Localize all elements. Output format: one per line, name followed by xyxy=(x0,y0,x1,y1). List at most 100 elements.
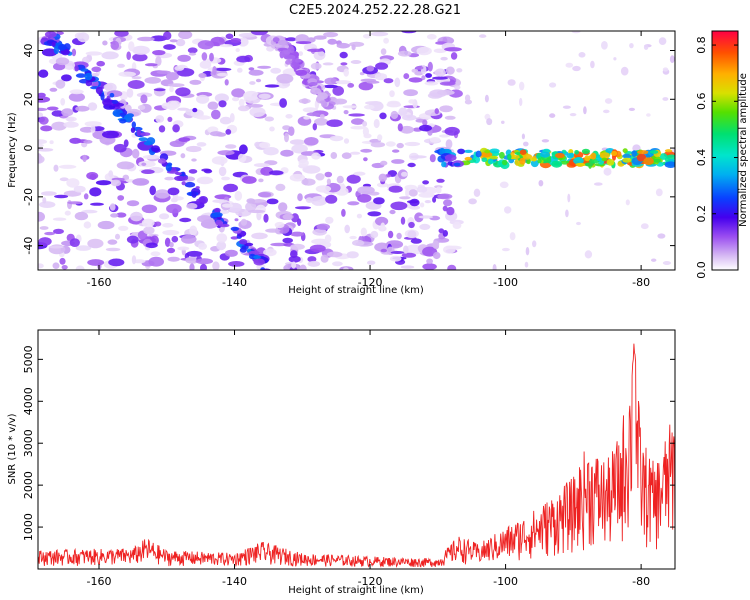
heatmap-blob xyxy=(154,221,162,227)
heatmap-y-tick-label: -20 xyxy=(22,188,35,206)
heatmap-blob xyxy=(136,129,142,137)
heatmap-blob xyxy=(401,31,417,34)
heatmap-blob xyxy=(429,154,436,163)
heatmap-blob xyxy=(197,40,214,50)
heatmap-blob xyxy=(108,258,125,267)
heatmap-blob xyxy=(277,39,288,46)
heatmap-blob xyxy=(83,139,93,144)
heatmap-blob xyxy=(282,82,290,87)
heatmap-blob xyxy=(212,66,217,76)
heatmap-blob xyxy=(524,261,529,268)
heatmap-blob xyxy=(126,235,139,244)
heatmap-blob xyxy=(356,213,362,219)
heatmap-blob xyxy=(130,211,143,222)
heatmap-blob xyxy=(58,164,77,169)
heatmap-blob xyxy=(192,107,198,113)
heatmap-blob xyxy=(444,126,460,136)
heatmap-blob xyxy=(108,170,114,178)
heatmap-blob xyxy=(257,192,272,198)
heatmap-blob xyxy=(332,85,345,96)
heatmap-blob xyxy=(270,242,288,247)
heatmap-blob xyxy=(169,100,181,109)
heatmap-blob xyxy=(186,203,198,210)
heatmap-blob xyxy=(91,66,102,73)
heatmap-blob xyxy=(232,96,240,102)
heatmap-y-tick-label: 20 xyxy=(22,92,35,106)
heatmap-blob xyxy=(163,44,176,50)
heatmap-blob xyxy=(116,161,135,170)
heatmap-blob xyxy=(282,237,294,244)
heatmap-blob xyxy=(77,32,90,43)
heatmap-blob xyxy=(349,41,365,47)
heatmap-blob xyxy=(662,67,669,72)
heatmap-blob xyxy=(390,110,399,120)
heatmap-blob xyxy=(307,48,325,52)
heatmap-blob xyxy=(349,151,361,155)
heatmap-blob xyxy=(606,158,615,166)
heatmap-blob xyxy=(297,193,303,202)
heatmap-panel: -160 -140 -120 -100 -80 -40 -20 0 20 40 Height of… xyxy=(7,30,676,296)
heatmap-blob xyxy=(225,144,237,149)
heatmap-blob xyxy=(322,62,334,66)
heatmap-blob xyxy=(643,44,649,50)
heatmap-blob xyxy=(447,264,457,270)
heatmap-blob xyxy=(201,52,208,61)
heatmap-blob xyxy=(38,69,49,78)
snr-series-line xyxy=(38,343,675,568)
heatmap-blob xyxy=(150,35,167,42)
heatmap-blob xyxy=(161,102,172,110)
heatmap-blob xyxy=(572,65,581,72)
heatmap-blob xyxy=(662,97,669,101)
heatmap-blob xyxy=(87,102,98,111)
heatmap-blob xyxy=(357,186,375,195)
heatmap-blob xyxy=(211,156,228,165)
heatmap-blob xyxy=(662,261,672,265)
heatmap-blob xyxy=(133,126,143,132)
heatmap-blob xyxy=(75,265,85,270)
heatmap-blob xyxy=(613,57,617,61)
heatmap-blob xyxy=(290,61,300,69)
heatmap-blob xyxy=(51,110,64,117)
heatmap-blob xyxy=(439,81,456,86)
heatmap-blob xyxy=(231,88,246,98)
heatmap-blob xyxy=(463,149,473,153)
heatmap-blob xyxy=(625,199,630,206)
heatmap-blob xyxy=(279,98,287,108)
heatmap-blob xyxy=(419,124,432,132)
heatmap-blob xyxy=(177,54,191,62)
heatmap-blob xyxy=(107,239,118,245)
heatmap-blob xyxy=(110,213,119,218)
heatmap-blob xyxy=(116,212,127,218)
heatmap-blob xyxy=(38,143,44,148)
heatmap-blob xyxy=(229,113,235,123)
heatmap-blob xyxy=(329,135,344,142)
heatmap-blob xyxy=(152,50,166,56)
heatmap-blob xyxy=(123,139,129,148)
heatmap-blob xyxy=(295,41,312,45)
heatmap-blob xyxy=(69,137,82,144)
heatmap-blob xyxy=(332,261,343,267)
heatmap-blob xyxy=(211,109,221,120)
heatmap-blob xyxy=(225,129,232,135)
heatmap-blob xyxy=(145,63,158,67)
heatmap-blob xyxy=(390,251,405,254)
heatmap-blob xyxy=(291,261,297,269)
heatmap-blob xyxy=(198,242,207,250)
snr-y-tick-label: 3000 xyxy=(22,429,35,457)
heatmap-blob xyxy=(266,198,279,205)
heatmap-blob xyxy=(319,100,326,104)
heatmap-blob xyxy=(326,178,331,185)
heatmap-blob xyxy=(109,92,115,98)
heatmap-blob xyxy=(126,51,131,60)
heatmap-blob xyxy=(421,75,426,81)
heatmap-blob xyxy=(275,183,286,191)
heatmap-blob xyxy=(230,38,242,43)
heatmap-blob xyxy=(320,254,329,263)
heatmap-blob xyxy=(302,107,318,113)
heatmap-blob xyxy=(492,264,497,270)
heatmap-blob xyxy=(453,162,461,167)
heatmap-blob xyxy=(367,211,382,217)
heatmap-blob xyxy=(86,172,99,180)
heatmap-blob xyxy=(432,76,448,80)
heatmap-blob xyxy=(248,67,255,71)
